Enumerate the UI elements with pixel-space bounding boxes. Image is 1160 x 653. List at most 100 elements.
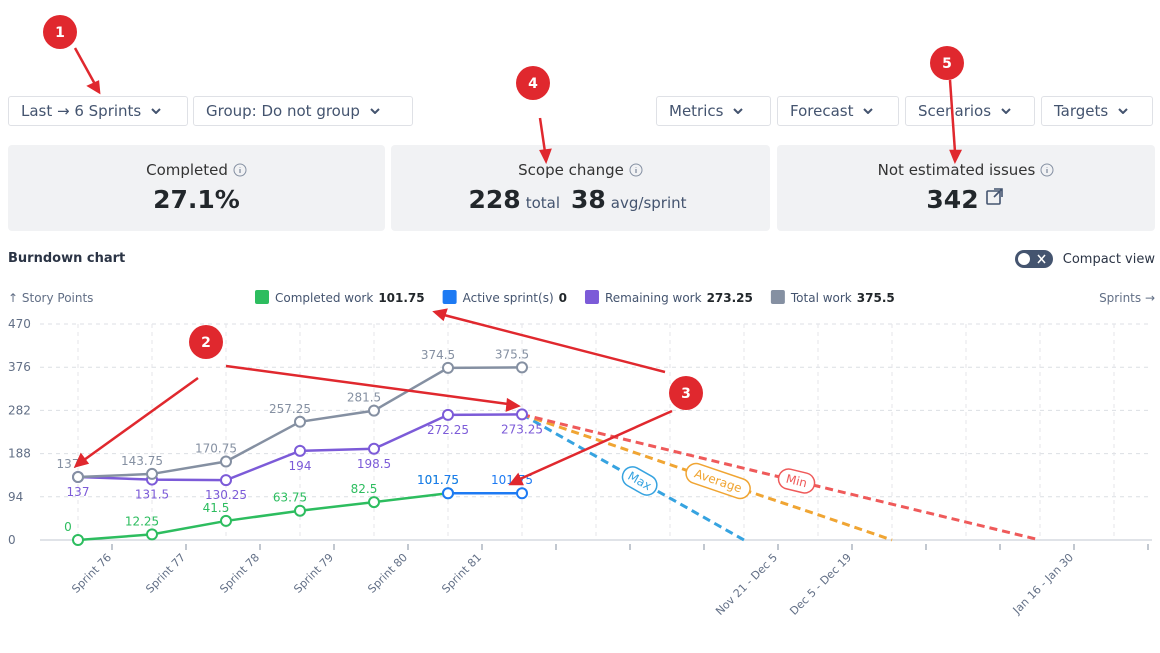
card-unit: avg/sprint	[610, 194, 687, 212]
section-title: Burndown chart	[8, 251, 125, 266]
legend: Completed work 101.75 Active sprint(s) 0 Rem…	[255, 290, 895, 305]
legend-label: Completed work	[275, 291, 373, 305]
data-label: 63.75	[273, 491, 307, 505]
point	[72, 471, 84, 484]
legend-swatch	[584, 290, 599, 304]
label: Forecast	[790, 102, 854, 120]
forecast-select[interactable]: Forecast	[777, 96, 899, 126]
callout-number: 1	[55, 25, 65, 41]
forecast-label-box	[685, 462, 751, 500]
data-label: 143.75	[121, 454, 163, 468]
point	[146, 467, 158, 480]
chevron	[151, 108, 161, 114]
callout: 5	[930, 46, 964, 80]
sprint-range-select[interactable]: Last → 6 Sprints	[8, 96, 188, 126]
chevron	[1118, 108, 1128, 114]
compact-toggle[interactable]	[1015, 250, 1053, 268]
point	[72, 534, 84, 546]
arrow	[83, 376, 199, 462]
data-label: 170.75	[195, 442, 237, 456]
chevron	[863, 108, 874, 114]
x-axis-label: Sprints →	[1099, 291, 1155, 305]
x-tick-label: Sprint 76	[69, 551, 114, 596]
data-label: 281.5	[347, 391, 381, 405]
y-tick-label: 282	[8, 403, 31, 417]
arrow	[73, 47, 98, 87]
arrowhead	[508, 472, 524, 486]
data-label: 194	[289, 459, 312, 473]
callout-number: 4	[528, 76, 538, 92]
legend-value: 375.5	[857, 291, 895, 305]
legend-value: 273.25	[707, 291, 753, 305]
point	[294, 444, 306, 457]
legend-swatch	[442, 290, 457, 304]
open-link-icon[interactable]	[984, 186, 1006, 208]
legend-swatch	[255, 290, 269, 304]
point	[442, 408, 454, 421]
x-tick-label: Jan 16 - Jan 30	[1010, 551, 1076, 617]
data-label: 137	[57, 457, 80, 471]
card-value: 27.1%	[153, 185, 240, 214]
arrow	[443, 313, 666, 374]
scenarios-select[interactable]: Scenarios	[905, 96, 1035, 126]
point	[368, 404, 380, 417]
data-label: 101.75	[417, 473, 459, 487]
forecast-label: Min	[777, 468, 816, 494]
point	[220, 474, 232, 487]
data-label: 273.25	[501, 422, 543, 436]
point	[442, 361, 454, 374]
toggle-label: Compact view	[1063, 252, 1156, 267]
forecast-label-box	[621, 466, 658, 496]
label: Targets	[1054, 102, 1109, 120]
arrowhead	[432, 308, 448, 322]
y-axis-label: ↑ Story Points	[8, 291, 93, 305]
data-label: 41.5	[203, 501, 230, 515]
point	[516, 361, 528, 374]
targets-select[interactable]: Targets	[1041, 96, 1153, 126]
info-icon[interactable]	[1040, 163, 1054, 177]
y-tick-label: 0	[8, 533, 16, 547]
card-value: 228	[468, 185, 521, 214]
y-tick-label: 376	[8, 360, 31, 374]
x-tick-label: Sprint 81	[439, 551, 484, 596]
data-label: 82.5	[351, 482, 378, 496]
metrics-select[interactable]: Metrics	[656, 96, 771, 126]
arrow	[538, 117, 547, 153]
group-select[interactable]: Group: Do not group	[193, 96, 413, 126]
data-label: 198.5	[357, 457, 391, 471]
callout-number: 2	[201, 335, 211, 351]
point	[516, 408, 528, 421]
info-icon[interactable]	[629, 163, 643, 177]
card-unit: total	[525, 194, 560, 212]
forecast-label-text: Min	[785, 472, 809, 491]
x-tick-label: Sprint 80	[365, 551, 410, 596]
info-icon[interactable]	[233, 163, 247, 177]
point	[146, 528, 158, 541]
data-label: 375.5	[495, 347, 529, 361]
point	[516, 487, 528, 500]
data-label: 131.5	[135, 488, 169, 502]
chevron	[370, 108, 380, 114]
chevron	[733, 108, 744, 114]
card-title: Not estimated issues	[877, 161, 1036, 179]
arrow	[948, 79, 957, 153]
callouts: 1 2 3 4 5	[43, 15, 964, 486]
card-title: Completed	[146, 161, 228, 179]
y-tick-label: 94	[8, 490, 23, 504]
series-line	[77, 491, 449, 542]
x-tick-label: Sprint 77	[143, 551, 188, 596]
data-label: 374.5	[421, 348, 455, 362]
data-label: 272.25	[427, 423, 469, 437]
legend-label: Total work	[790, 291, 852, 305]
legend-value: 101.75	[378, 291, 424, 305]
data-label: 12.25	[125, 514, 159, 528]
x-tick-label: Sprint 79	[291, 551, 336, 596]
label: Group: Do not group	[206, 102, 360, 120]
legend-label: Remaining work	[605, 291, 702, 305]
card-value: 38	[571, 185, 606, 214]
callout-number: 5	[942, 56, 952, 72]
scope-change-card: Scope change 228 total 38 avg/sprint	[391, 145, 770, 231]
label: Last → 6 Sprints	[21, 102, 142, 120]
